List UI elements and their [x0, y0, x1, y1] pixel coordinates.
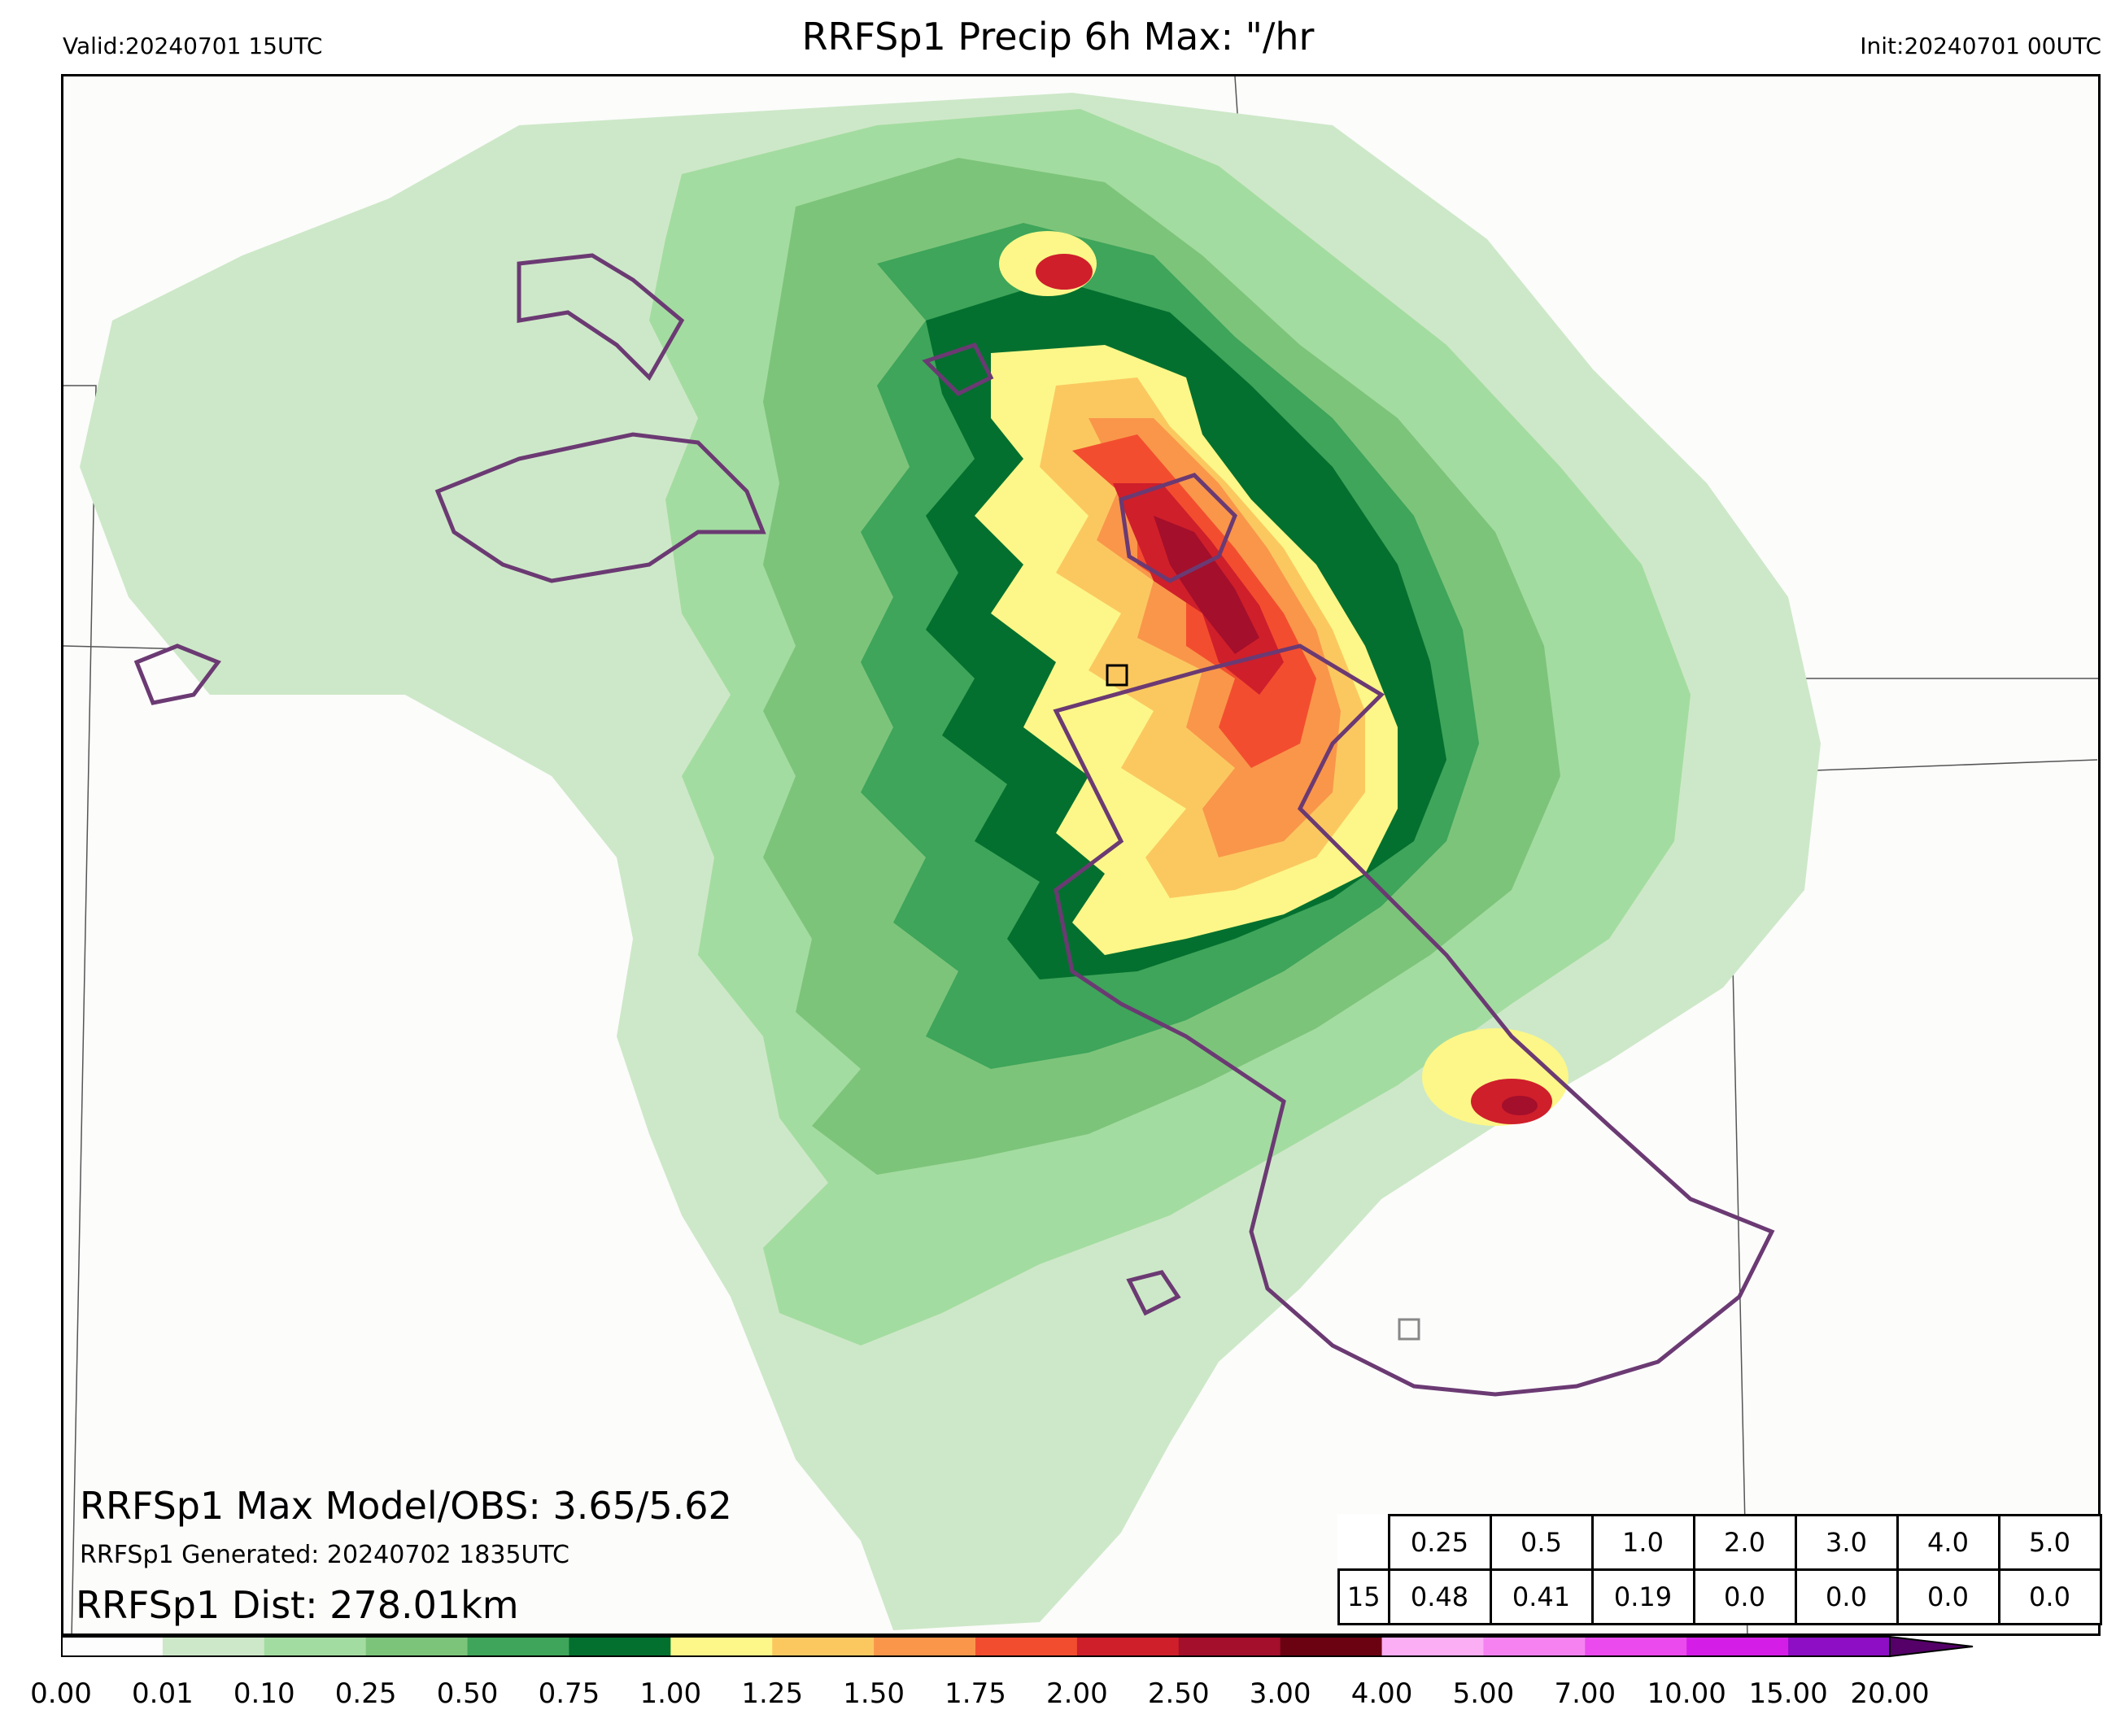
- colorbar-segment: [772, 1637, 875, 1656]
- colorbar-segment: [670, 1637, 773, 1656]
- colorbar-segment: [1178, 1637, 1281, 1656]
- colorbar-tick-label: 1.00: [639, 1677, 702, 1710]
- colorbar-tick-label: 0.50: [436, 1677, 499, 1710]
- obs-max-marker: [1106, 664, 1128, 687]
- value-row: 15 0.48 0.41 0.19 0.0 0.0 0.0 0.0: [1337, 1568, 2102, 1625]
- colorbar-tick-label: 2.50: [1147, 1677, 1210, 1710]
- colorbar-segment: [975, 1637, 1078, 1656]
- colorbar-extend-arrow: [1889, 1635, 1974, 1658]
- colorbar-tick-label: 5.00: [1452, 1677, 1515, 1710]
- colorbar-tick-label: 0.10: [233, 1677, 295, 1710]
- colorbar-border: [61, 1636, 1891, 1657]
- model-max-marker: [1398, 1318, 1420, 1341]
- value-cell: 0.0: [1692, 1568, 1797, 1625]
- colorbar: [61, 1635, 1974, 1658]
- threshold-cell: 1.0: [1590, 1514, 1695, 1571]
- colorbar-segment: [467, 1637, 569, 1656]
- max-model-obs: RRFSp1 Max Model/OBS: 3.65/5.62: [80, 1484, 732, 1528]
- map-title: RRFSp1 Precip 6h Max: "/hr: [801, 15, 1315, 59]
- precip-cell-north-core: [1036, 254, 1093, 290]
- colorbar-segment: [1076, 1637, 1180, 1656]
- precip-cell-se-max: [1502, 1096, 1538, 1115]
- colorbar-segment: [1280, 1637, 1383, 1656]
- colorbar-segment: [1483, 1637, 1586, 1656]
- colorbar-segment: [162, 1637, 265, 1656]
- threshold-cell: 3.0: [1794, 1514, 1899, 1571]
- precip-field: [80, 93, 1821, 1630]
- obs-contours: [133, 253, 1775, 1397]
- init-time: Init:20240701 00UTC: [1860, 33, 2101, 59]
- colorbar-segment: [569, 1637, 671, 1656]
- colorbar-segment: [1686, 1637, 1789, 1656]
- distance: RRFSp1 Dist: 278.01km: [76, 1583, 519, 1627]
- colorbar-tick-label: 0.75: [538, 1677, 600, 1710]
- precip-map: RRFSp1 Max Model/OBS: 3.65/5.62 RRFSp1 G…: [61, 74, 2101, 1636]
- value-cell: 0.48: [1387, 1568, 1492, 1625]
- precip-dark-red: [1154, 516, 1259, 654]
- colorbar-segment: [1381, 1637, 1484, 1656]
- row-label: 15: [1337, 1568, 1390, 1625]
- value-cell: 0.19: [1590, 1568, 1695, 1625]
- threshold-cell: 4.0: [1896, 1514, 2000, 1571]
- colorbar-tick-label: 1.25: [741, 1677, 804, 1710]
- colorbar-tick-label: 1.50: [843, 1677, 905, 1710]
- colorbar-segment: [874, 1637, 976, 1656]
- colorbar-tick-label: 2.00: [1046, 1677, 1108, 1710]
- value-cell: 0.41: [1489, 1568, 1594, 1625]
- table-corner: [1339, 1516, 1390, 1570]
- generated-time: RRFSp1 Generated: 20240702 1835UTC: [80, 1541, 569, 1569]
- colorbar-tick-label: 10.00: [1647, 1677, 1726, 1710]
- threshold-cell: 0.25: [1387, 1514, 1492, 1571]
- threshold-cell: 2.0: [1692, 1514, 1797, 1571]
- threshold-table: 0.25 0.5 1.0 2.0 3.0 4.0 5.0 15 0.48 0.4…: [1337, 1514, 2102, 1625]
- threshold-row: 0.25 0.5 1.0 2.0 3.0 4.0 5.0: [1339, 1514, 2102, 1571]
- valid-time: Valid:20240701 15UTC: [63, 33, 323, 59]
- value-cell: 0.0: [1794, 1568, 1899, 1625]
- colorbar-tick-label: 1.75: [945, 1677, 1006, 1710]
- colorbar-segment: [61, 1637, 164, 1656]
- colorbar-tick-label: 0.00: [30, 1677, 92, 1710]
- colorbar-segment: [1585, 1637, 1687, 1656]
- colorbar-tick-label: 0.01: [132, 1677, 194, 1710]
- colorbar-tick-label: 4.00: [1350, 1677, 1413, 1710]
- colorbar-tick-label: 20.00: [1850, 1677, 1930, 1710]
- threshold-cell: 0.5: [1489, 1514, 1594, 1571]
- colorbar-tick-label: 0.25: [334, 1677, 397, 1710]
- value-cell: 0.0: [1997, 1568, 2102, 1625]
- colorbar-segment: [365, 1637, 469, 1656]
- precip-map-canvas: [63, 76, 2098, 1633]
- value-cell: 0.0: [1896, 1568, 2000, 1625]
- threshold-cell: 5.0: [1997, 1514, 2102, 1571]
- colorbar-segment: [1788, 1637, 1891, 1656]
- colorbar-tick-label: 3.00: [1249, 1677, 1311, 1710]
- colorbar-tick-label: 15.00: [1748, 1677, 1828, 1710]
- colorbar-segment: [264, 1637, 367, 1656]
- colorbar-tick-label: 7.00: [1554, 1677, 1616, 1710]
